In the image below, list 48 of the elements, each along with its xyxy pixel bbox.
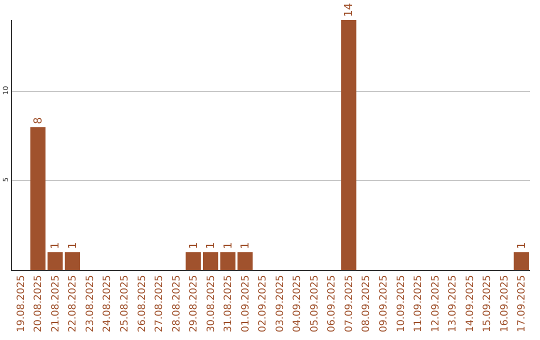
x-tick-label: 05.09.2025 (309, 275, 320, 332)
x-tick-label: 21.08.2025 (50, 275, 62, 332)
data-label: 8 (31, 117, 44, 124)
x-tick-label: 17.09.2025 (516, 275, 528, 332)
data-label: 1 (514, 242, 528, 250)
bar (238, 252, 253, 270)
x-tick-label: 02.09.2025 (258, 275, 269, 332)
x-tick-label: 13.09.2025 (448, 275, 459, 332)
x-tick-label: 07.09.2025 (344, 275, 355, 332)
x-tick-label: 24.08.2025 (102, 275, 114, 332)
bar (220, 252, 236, 270)
data-label: 1 (238, 242, 252, 250)
x-tick-label: 03.09.2025 (274, 275, 286, 332)
bar (48, 252, 63, 270)
x-tick-label: 30.08.2025 (206, 275, 217, 332)
bar (186, 252, 201, 270)
x-tick-label: 01.09.2025 (240, 275, 252, 332)
bar (202, 252, 218, 270)
bar (30, 127, 46, 270)
x-tick-label: 06.09.2025 (326, 275, 338, 332)
data-label: 1 (221, 242, 234, 250)
x-tick-label: 15.09.2025 (482, 275, 494, 332)
x-tick-label: 29.08.2025 (188, 275, 200, 332)
x-tick-label: 31.08.2025 (223, 275, 234, 332)
x-tick-label: 16.09.2025 (499, 275, 510, 332)
x-tick-label: 26.08.2025 (136, 275, 148, 332)
x-tick-label: 10.09.2025 (396, 275, 407, 332)
data-label: 14 (342, 3, 356, 17)
x-tick-label: 04.09.2025 (292, 275, 304, 332)
bar (64, 252, 80, 270)
x-tick-label: 08.09.2025 (361, 275, 372, 332)
data-label: 1 (204, 242, 218, 250)
x-tick-label: 23.08.2025 (84, 275, 96, 332)
x-tick-label: 09.09.2025 (378, 275, 390, 332)
x-tick-label: 22.08.2025 (68, 275, 79, 332)
x-tick-label: 12.09.2025 (430, 275, 442, 332)
x-tick-label: 27.08.2025 (154, 275, 166, 332)
bar (514, 252, 529, 270)
bar (341, 20, 356, 270)
x-tick-label: 19.08.2025 (16, 275, 27, 332)
x-tick-label: 28.08.2025 (171, 275, 182, 332)
data-label: 1 (186, 242, 200, 250)
x-tick-label: 14.09.2025 (464, 275, 476, 332)
x-tick-label: 25.08.2025 (119, 275, 130, 332)
x-tick-label: 11.09.2025 (413, 275, 424, 332)
data-label: 1 (48, 242, 62, 250)
data-label: 1 (66, 242, 79, 250)
x-tick-label: 20.08.2025 (33, 275, 44, 332)
